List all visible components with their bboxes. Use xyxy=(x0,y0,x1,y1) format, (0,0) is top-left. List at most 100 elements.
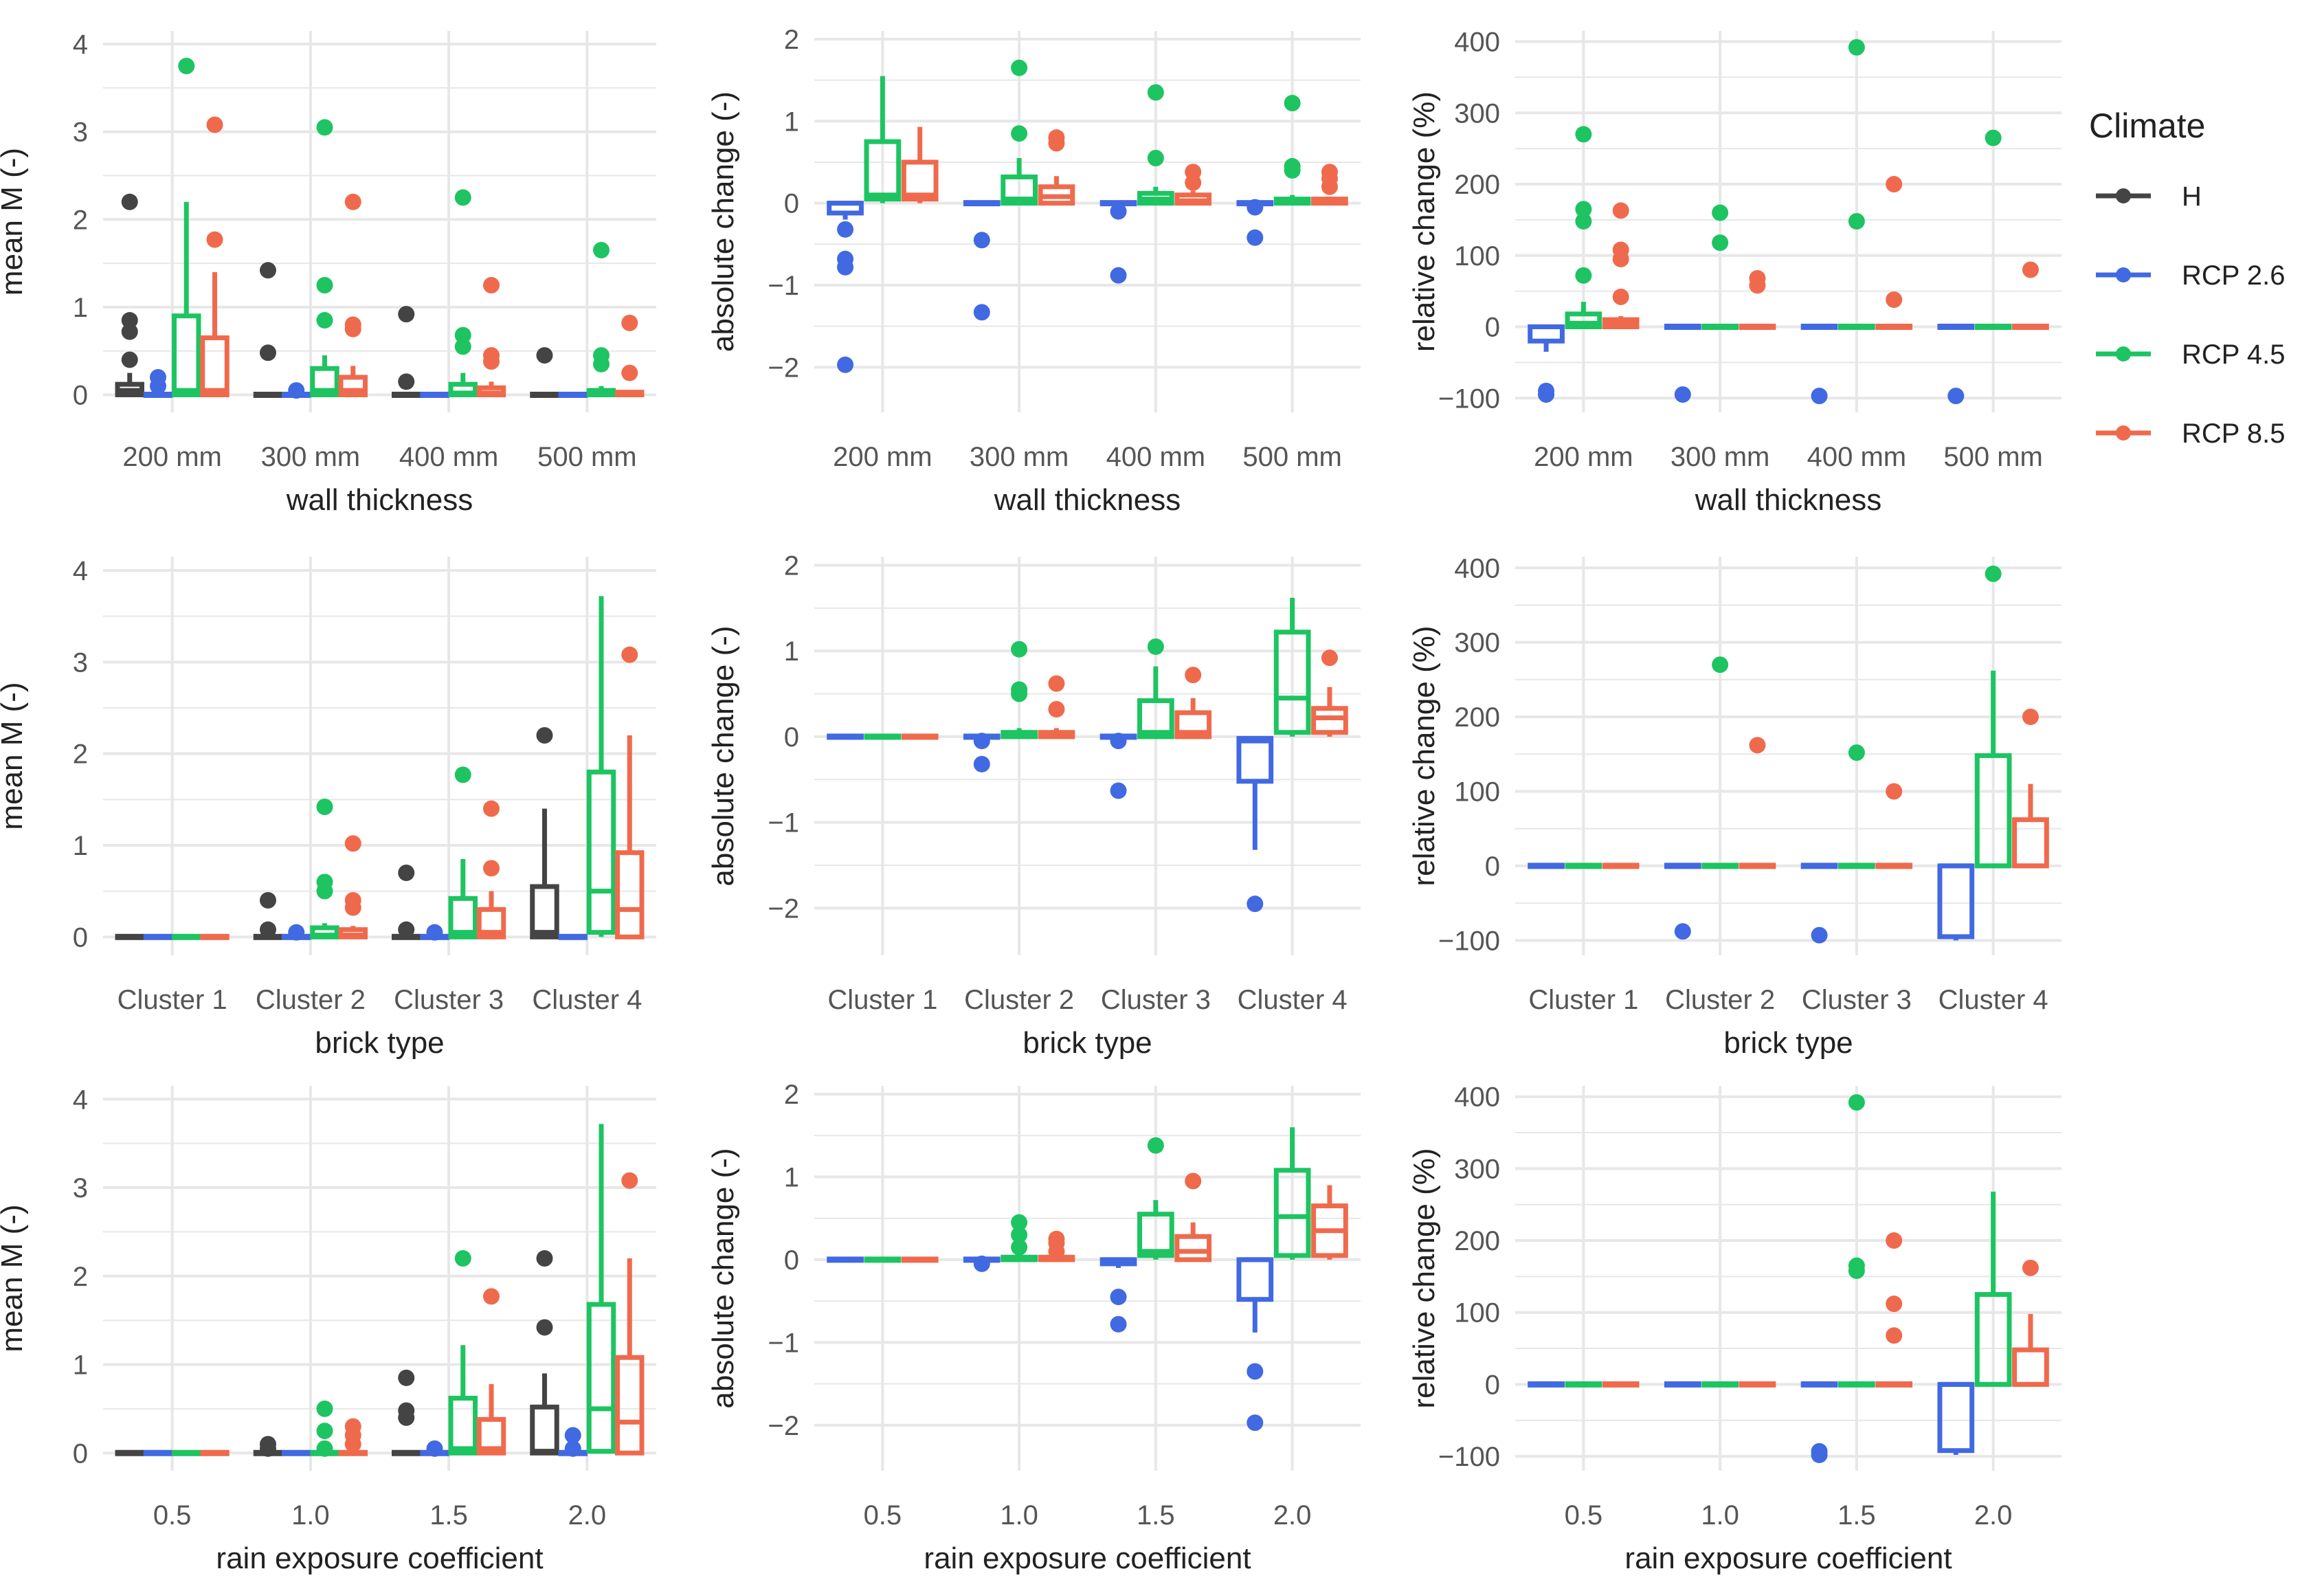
box-rcp-8-5-3 xyxy=(1875,783,1913,869)
y-tick-label: −1 xyxy=(768,271,799,301)
outlier-point xyxy=(1011,1214,1028,1231)
outlier-point xyxy=(837,221,854,238)
box-rcp-8-5-4 xyxy=(2012,709,2049,869)
x-tick-label: 2.0 xyxy=(568,1500,607,1531)
box-rcp-8-5-2 xyxy=(1739,737,1776,869)
series-rcp-2-6 xyxy=(1528,324,1975,405)
box-rcp-2-6-2 xyxy=(282,924,311,941)
panel-p12: −2 −1 0 1 2 200 mm 300 mm 400 mm 500 mm wall thic… xyxy=(706,25,1361,517)
box-rcp-2-6-1 xyxy=(143,368,173,398)
box-h-2 xyxy=(253,1436,283,1457)
outlier-point xyxy=(259,892,276,909)
gridlines xyxy=(814,1086,1361,1471)
series-rcp-8-5 xyxy=(901,649,1348,740)
x-tick-label: Cluster 1 xyxy=(827,985,937,1015)
outlier-point xyxy=(1048,129,1065,146)
outlier-point xyxy=(288,382,305,399)
x-tick-label: Cluster 1 xyxy=(118,985,227,1015)
outlier-point xyxy=(121,323,138,340)
y-tick-label: −100 xyxy=(1438,383,1500,414)
outlier-point xyxy=(1048,1230,1065,1247)
box-rcp-4-5-4 xyxy=(1974,129,2012,331)
box-rcp-8-5-4 xyxy=(1311,164,1348,206)
y-axis-title: relative change (%) xyxy=(1407,625,1441,886)
outlier-point xyxy=(1811,1446,1828,1463)
outlier-point xyxy=(1011,125,1028,142)
panel-p11: 0 1 2 3 4 200 mm 300 mm 400 mm 500 mm wall thickn… xyxy=(0,30,656,517)
box-rcp-8-5-4 xyxy=(2012,1259,2049,1387)
box-rcp-2-6-2 xyxy=(1664,1381,1701,1388)
box-rcp-2-6-3 xyxy=(420,924,449,941)
box-body xyxy=(530,884,559,939)
outlier-point xyxy=(536,727,553,744)
box-rcp-4-5-4 xyxy=(1273,1127,1311,1260)
outlier-point xyxy=(1147,84,1164,101)
x-axis-title: brick type xyxy=(1023,1026,1152,1060)
y-tick-label: 300 xyxy=(1454,1154,1500,1184)
box-rcp-4-5-1 xyxy=(864,733,902,740)
series-rcp-8-5 xyxy=(200,116,645,397)
box-rcp-2-6-3 xyxy=(1800,1381,1838,1463)
outlier-point xyxy=(1110,1315,1127,1333)
outlier-point xyxy=(344,316,361,333)
outlier-point xyxy=(1811,926,1828,944)
box-body xyxy=(1565,311,1602,330)
box-rcp-2-6-3 xyxy=(1800,863,1838,944)
box-body xyxy=(1273,630,1311,735)
x-axis-title: brick type xyxy=(1723,1026,1853,1060)
x-axis-title: wall thickness xyxy=(286,483,473,517)
box-rcp-8-5-3 xyxy=(1174,667,1212,739)
box-rcp-8-5-4 xyxy=(615,1172,645,1456)
outlier-point xyxy=(1247,1414,1264,1432)
outlier-point xyxy=(1110,1289,1127,1306)
outlier-point xyxy=(973,733,990,750)
panel-p23: −100 0 100 200 300 400 Cluster 1 Cluster 2 Clust… xyxy=(1407,553,2062,1060)
outlier-point xyxy=(454,326,471,344)
outlier-point xyxy=(1674,386,1691,403)
outlier-point xyxy=(621,1172,638,1189)
outlier-point xyxy=(973,755,990,772)
box-rcp-4-5-4 xyxy=(586,1124,616,1454)
y-tick-label: 1 xyxy=(784,1162,799,1192)
box-rcp-2-6-3 xyxy=(420,1440,449,1457)
legend-label: H xyxy=(2182,181,2202,212)
x-tick-label: 400 mm xyxy=(1807,442,1907,472)
outlier-point xyxy=(454,338,471,355)
outlier-point xyxy=(1011,1226,1028,1243)
outlier-point xyxy=(426,1440,443,1457)
box-rcp-8-5-4 xyxy=(615,314,645,397)
box-rcp-4-5-3 xyxy=(448,189,478,397)
box-rcp-8-5-2 xyxy=(1038,129,1075,206)
outlier-point xyxy=(1575,267,1592,284)
y-tick-label: 2 xyxy=(784,550,799,581)
box-rcp-2-6-1 xyxy=(143,1449,173,1456)
series-rcp-2-6 xyxy=(143,368,588,399)
y-tick-label: 1 xyxy=(73,293,88,323)
outlier-point xyxy=(536,347,553,364)
box-rcp-8-5-4 xyxy=(1311,649,1348,737)
outlier-point xyxy=(1011,641,1028,658)
box-rcp-4-5-2 xyxy=(1001,59,1038,206)
x-axis-title: rain exposure coefficient xyxy=(216,1542,543,1575)
y-tick-label: 2 xyxy=(784,1080,799,1110)
outlier-point xyxy=(1147,1137,1164,1154)
box-rcp-2-6-4 xyxy=(1236,735,1274,913)
series-h xyxy=(115,193,559,398)
outlier-point xyxy=(1712,234,1729,252)
box-rcp-4-5-4 xyxy=(586,596,616,937)
legend-title: Climate xyxy=(2089,107,2205,145)
x-tick-label: 1.5 xyxy=(1137,1500,1175,1531)
x-tick-label: 300 mm xyxy=(261,442,361,472)
box-rcp-2-6-1 xyxy=(143,933,173,940)
outlier-point xyxy=(1247,199,1264,216)
x-tick-label: 200 mm xyxy=(122,442,222,472)
box-rcp-2-6-4 xyxy=(558,1427,588,1457)
series-rcp-4-5 xyxy=(864,59,1311,206)
box-rcp-8-5-3 xyxy=(1875,176,1913,331)
box-rcp-8-5-1 xyxy=(1602,202,1640,330)
box-rcp-4-5-1 xyxy=(864,1256,902,1263)
box-rcp-2-6-4 xyxy=(558,391,588,398)
outlier-point xyxy=(206,116,223,133)
box-rcp-8-5-4 xyxy=(2012,261,2049,331)
outlier-point xyxy=(316,277,333,293)
